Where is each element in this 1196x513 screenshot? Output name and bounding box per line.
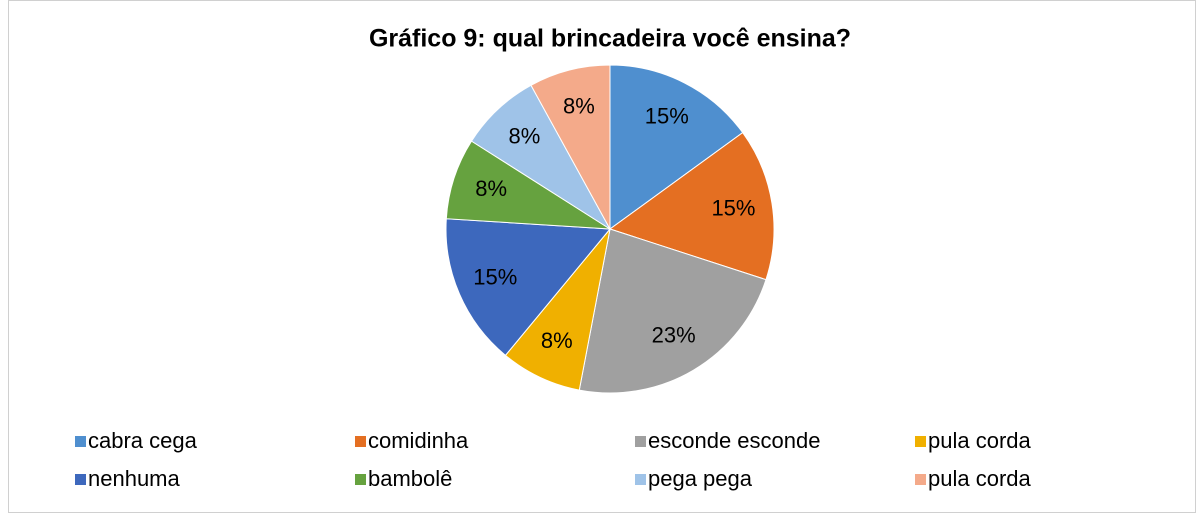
legend-label: pula corda (928, 428, 1032, 453)
pie-slice (608, 131, 775, 281)
data-label: 8% (509, 124, 541, 149)
data-label: 8% (475, 176, 507, 201)
data-label: 23% (652, 322, 696, 347)
legend-swatch (75, 436, 86, 447)
pie-slice (530, 64, 611, 230)
legend-label: pula corda (928, 466, 1032, 491)
legend-swatch (635, 474, 646, 485)
pie-slice (578, 228, 767, 394)
legend-label: cabra cega (88, 428, 198, 453)
legend-label: nenhuma (88, 466, 181, 491)
pie-slice (609, 64, 744, 230)
legend-label: bambolê (368, 466, 452, 491)
legend-swatch (915, 436, 926, 447)
data-label: 8% (541, 328, 573, 353)
legend-swatch (635, 436, 646, 447)
legend-label: esconde esconde (648, 428, 820, 453)
data-label: 15% (473, 264, 517, 289)
data-label: 15% (711, 195, 755, 220)
legend-label: comidinha (368, 428, 469, 453)
legend-swatch (355, 474, 366, 485)
legend-swatch (75, 474, 86, 485)
legend-label: pega pega (648, 466, 753, 491)
chart-title: Gráfico 9: qual brincadeira você ensina? (369, 25, 851, 53)
data-label: 8% (563, 94, 595, 119)
data-label: 15% (645, 103, 689, 128)
legend-swatch (915, 474, 926, 485)
legend-swatch (355, 436, 366, 447)
pie-slice (445, 218, 612, 357)
